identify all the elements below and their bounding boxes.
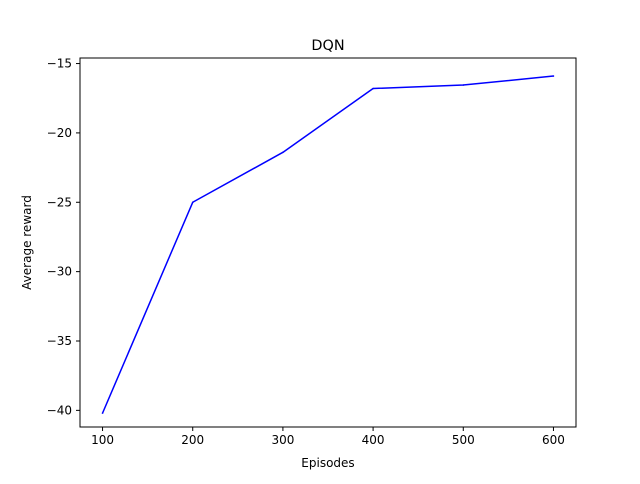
y-tick-label: −20 [47, 126, 72, 140]
y-axis-label: Average reward [20, 195, 34, 290]
series-line [101, 75, 554, 414]
x-tick-label: 500 [452, 433, 475, 447]
x-tick-label: 200 [181, 433, 204, 447]
data-point [282, 151, 284, 154]
y-tick-label: −25 [47, 195, 72, 209]
x-tick-label: 600 [542, 433, 565, 447]
series-layer [101, 75, 555, 414]
y-tick-label: −30 [47, 265, 72, 279]
axis-ticks: 100 200 300 400 500 600 −40 −35 −30 −25 −20 −15 [47, 57, 565, 447]
x-tick-label: 300 [271, 433, 294, 447]
x-tick-label: 400 [362, 433, 385, 447]
data-point [191, 201, 194, 204]
y-tick-label: −35 [47, 334, 72, 348]
data-point [372, 87, 374, 90]
x-tick-label: 100 [91, 433, 114, 447]
chart-title: DQN [311, 38, 344, 54]
data-point [462, 84, 465, 86]
x-axis-label: Episodes [301, 456, 354, 470]
plot-area-frame [79, 57, 577, 428]
data-point [101, 412, 104, 414]
data-point [552, 75, 555, 77]
y-tick-label: −40 [47, 403, 72, 417]
y-tick-label: −15 [47, 57, 72, 71]
